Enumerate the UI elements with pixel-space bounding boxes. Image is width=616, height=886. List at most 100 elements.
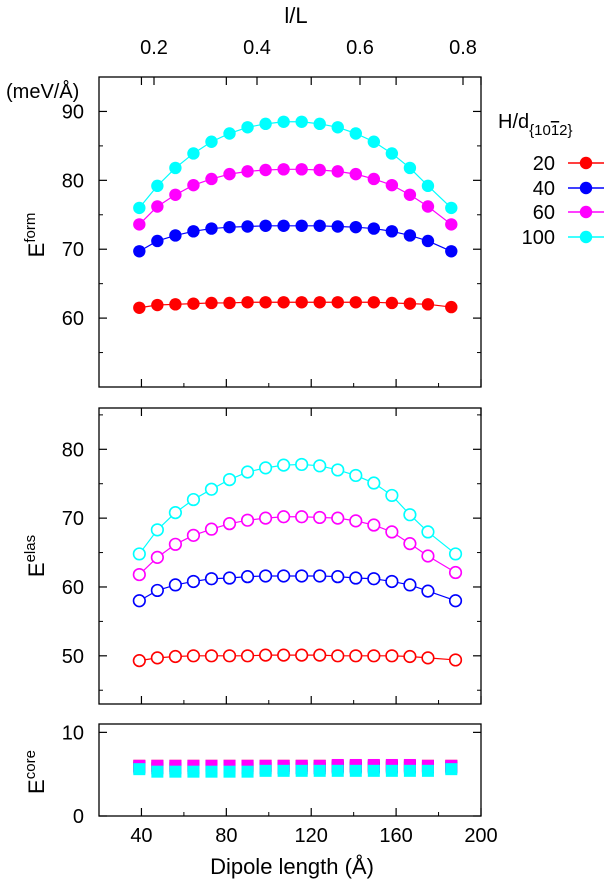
data-point [445, 201, 458, 215]
data-point [169, 229, 182, 242]
data-point [349, 468, 363, 483]
data-point [385, 488, 399, 503]
data-point [186, 528, 201, 542]
data-point [295, 163, 308, 176]
plot-frame-elas [98, 407, 482, 705]
data-point [385, 147, 399, 160]
data-point [385, 764, 398, 777]
data-point [241, 165, 254, 178]
data-point [421, 764, 434, 777]
data-point [277, 219, 290, 232]
data-point [448, 547, 463, 561]
data-point [421, 525, 435, 539]
data-point [277, 764, 290, 777]
data-point [132, 547, 146, 561]
data-point [313, 569, 327, 583]
y-tick-label: 90 [62, 101, 84, 123]
series-elas-40 [132, 569, 463, 608]
data-point [367, 476, 381, 490]
y-tick-label: 70 [62, 508, 84, 530]
plot-frame-core [98, 723, 482, 817]
series-elas-60 [132, 510, 463, 582]
tick-group-elas: 50 60 70 80 [62, 408, 482, 704]
data-point [186, 574, 201, 589]
data-point [132, 594, 146, 608]
data-point [349, 220, 362, 234]
data-point [259, 296, 272, 309]
data-point [223, 296, 236, 310]
data-point [222, 472, 237, 487]
data-point [151, 765, 164, 778]
data-point [331, 570, 345, 584]
top-tick-label: 0.6 [346, 37, 374, 59]
data-point [204, 572, 219, 586]
data-point [331, 764, 344, 777]
data-point [187, 225, 200, 238]
data-point [403, 508, 417, 522]
data-point [445, 300, 458, 314]
data-point [367, 296, 381, 309]
data-point [445, 245, 458, 258]
data-point [223, 167, 236, 181]
data-point [259, 764, 272, 777]
panel-elastic-energy: Eelas 50 60 70 80 [22, 407, 482, 705]
y-tick-label: 60 [62, 577, 84, 599]
data-point [223, 127, 236, 140]
data-point [150, 583, 164, 598]
data-point [367, 518, 381, 532]
data-point [349, 167, 362, 181]
data-point [313, 296, 326, 309]
data-point [187, 147, 200, 160]
data-point [385, 225, 399, 238]
x-tick-label: 80 [215, 825, 237, 847]
data-point [277, 569, 291, 583]
data-point [222, 517, 237, 531]
data-point [421, 234, 435, 248]
data-point [169, 161, 182, 175]
data-point [331, 220, 344, 233]
data-point [133, 763, 146, 776]
data-point [222, 571, 237, 585]
top-axis-title: l/L [284, 3, 307, 28]
data-point [349, 571, 363, 585]
data-point [403, 537, 417, 551]
data-point [258, 511, 273, 525]
data-point [313, 219, 326, 232]
data-point [367, 649, 381, 663]
data-point [241, 765, 254, 778]
data-point [169, 188, 182, 201]
series-core-100 [133, 763, 458, 778]
data-point [331, 296, 344, 309]
y-axis-title-form: Eform [22, 213, 49, 258]
legend-title: H/d{1012} [498, 111, 573, 139]
data-point [367, 135, 381, 148]
data-point [403, 229, 417, 242]
y-axis-title-core: Ecore [22, 750, 49, 794]
data-point [186, 649, 201, 663]
data-point [168, 578, 182, 592]
data-point [421, 549, 435, 563]
tick-group-core: 0 10 40 80 120 160 200 [62, 722, 498, 847]
data-point [403, 161, 417, 175]
data-point [403, 297, 417, 310]
data-point [421, 584, 435, 598]
series-elas-20 [132, 648, 463, 668]
data-point [205, 222, 218, 235]
data-point [331, 511, 345, 525]
data-point [295, 219, 308, 232]
data-point [448, 653, 463, 667]
data-point [168, 506, 182, 520]
data-point [403, 188, 417, 201]
data-point [421, 179, 435, 193]
data-point [277, 296, 290, 309]
data-point [349, 514, 363, 528]
data-point [349, 296, 362, 309]
data-point [295, 569, 309, 583]
data-point [367, 222, 381, 235]
data-point [240, 570, 255, 584]
y-tick-label: 50 [62, 646, 84, 668]
legend-label: 40 [533, 178, 555, 200]
data-point [150, 550, 164, 564]
series-group-form [133, 115, 458, 314]
